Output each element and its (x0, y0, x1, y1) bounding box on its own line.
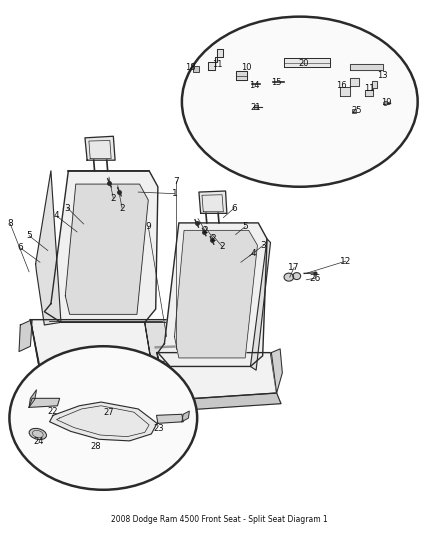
Polygon shape (340, 78, 359, 96)
Text: 23: 23 (153, 424, 164, 433)
Text: 26: 26 (309, 273, 321, 282)
Polygon shape (49, 402, 157, 441)
Text: 8: 8 (7, 220, 13, 229)
Text: 2: 2 (119, 204, 125, 213)
Polygon shape (285, 58, 330, 67)
Text: 22: 22 (47, 407, 57, 416)
Ellipse shape (284, 273, 293, 281)
Text: 3: 3 (65, 204, 71, 213)
Polygon shape (29, 398, 60, 407)
Polygon shape (199, 191, 227, 213)
Text: 21: 21 (251, 102, 261, 111)
Polygon shape (156, 414, 183, 423)
Text: 18: 18 (185, 63, 196, 71)
Polygon shape (365, 82, 377, 96)
Text: 1: 1 (172, 189, 177, 198)
Text: 28: 28 (91, 442, 101, 451)
Polygon shape (65, 184, 148, 314)
Ellipse shape (29, 429, 46, 440)
Polygon shape (19, 320, 32, 352)
Polygon shape (85, 136, 115, 160)
Text: 10: 10 (241, 63, 252, 71)
Text: 6: 6 (18, 244, 23, 253)
Text: 5: 5 (26, 231, 32, 240)
Text: 11: 11 (364, 84, 375, 93)
Text: 7: 7 (173, 177, 179, 186)
Text: 19: 19 (381, 98, 392, 107)
Polygon shape (35, 171, 61, 325)
Polygon shape (158, 223, 267, 367)
Text: 11: 11 (212, 60, 223, 69)
Text: 25: 25 (351, 106, 362, 115)
Text: 4: 4 (54, 212, 60, 221)
Text: 4: 4 (250, 249, 256, 258)
Polygon shape (174, 230, 258, 358)
Polygon shape (157, 353, 277, 400)
Text: 17: 17 (288, 263, 300, 272)
Ellipse shape (293, 272, 300, 279)
Text: 2: 2 (110, 194, 116, 203)
Text: 2008 Dodge Ram 4500 Front Seat - Split Seat Diagram 1: 2008 Dodge Ram 4500 Front Seat - Split S… (111, 514, 327, 523)
Text: 14: 14 (249, 81, 259, 90)
Polygon shape (208, 49, 223, 70)
Text: 9: 9 (145, 222, 151, 231)
Polygon shape (29, 390, 36, 407)
Text: 13: 13 (378, 70, 388, 79)
Text: 20: 20 (299, 59, 309, 68)
Polygon shape (164, 393, 281, 411)
Text: 3: 3 (261, 241, 266, 250)
Text: 27: 27 (104, 408, 114, 417)
Polygon shape (39, 372, 173, 384)
Text: 24: 24 (34, 438, 44, 447)
Ellipse shape (182, 17, 418, 187)
Polygon shape (272, 349, 283, 393)
Polygon shape (350, 64, 383, 70)
Polygon shape (157, 353, 166, 406)
Polygon shape (182, 411, 189, 422)
Polygon shape (251, 239, 271, 370)
Text: 6: 6 (231, 204, 237, 213)
Text: 16: 16 (336, 81, 346, 90)
Polygon shape (237, 71, 247, 80)
Polygon shape (145, 322, 192, 364)
Polygon shape (30, 320, 42, 378)
Polygon shape (30, 320, 177, 372)
Polygon shape (145, 322, 152, 368)
Polygon shape (44, 171, 158, 322)
Text: 2: 2 (211, 235, 216, 244)
Polygon shape (39, 372, 43, 390)
Text: 2: 2 (220, 243, 225, 252)
Text: 15: 15 (272, 77, 282, 86)
Ellipse shape (10, 346, 197, 490)
Text: 5: 5 (242, 222, 248, 231)
Text: 12: 12 (340, 257, 351, 265)
Text: 2: 2 (202, 226, 208, 235)
